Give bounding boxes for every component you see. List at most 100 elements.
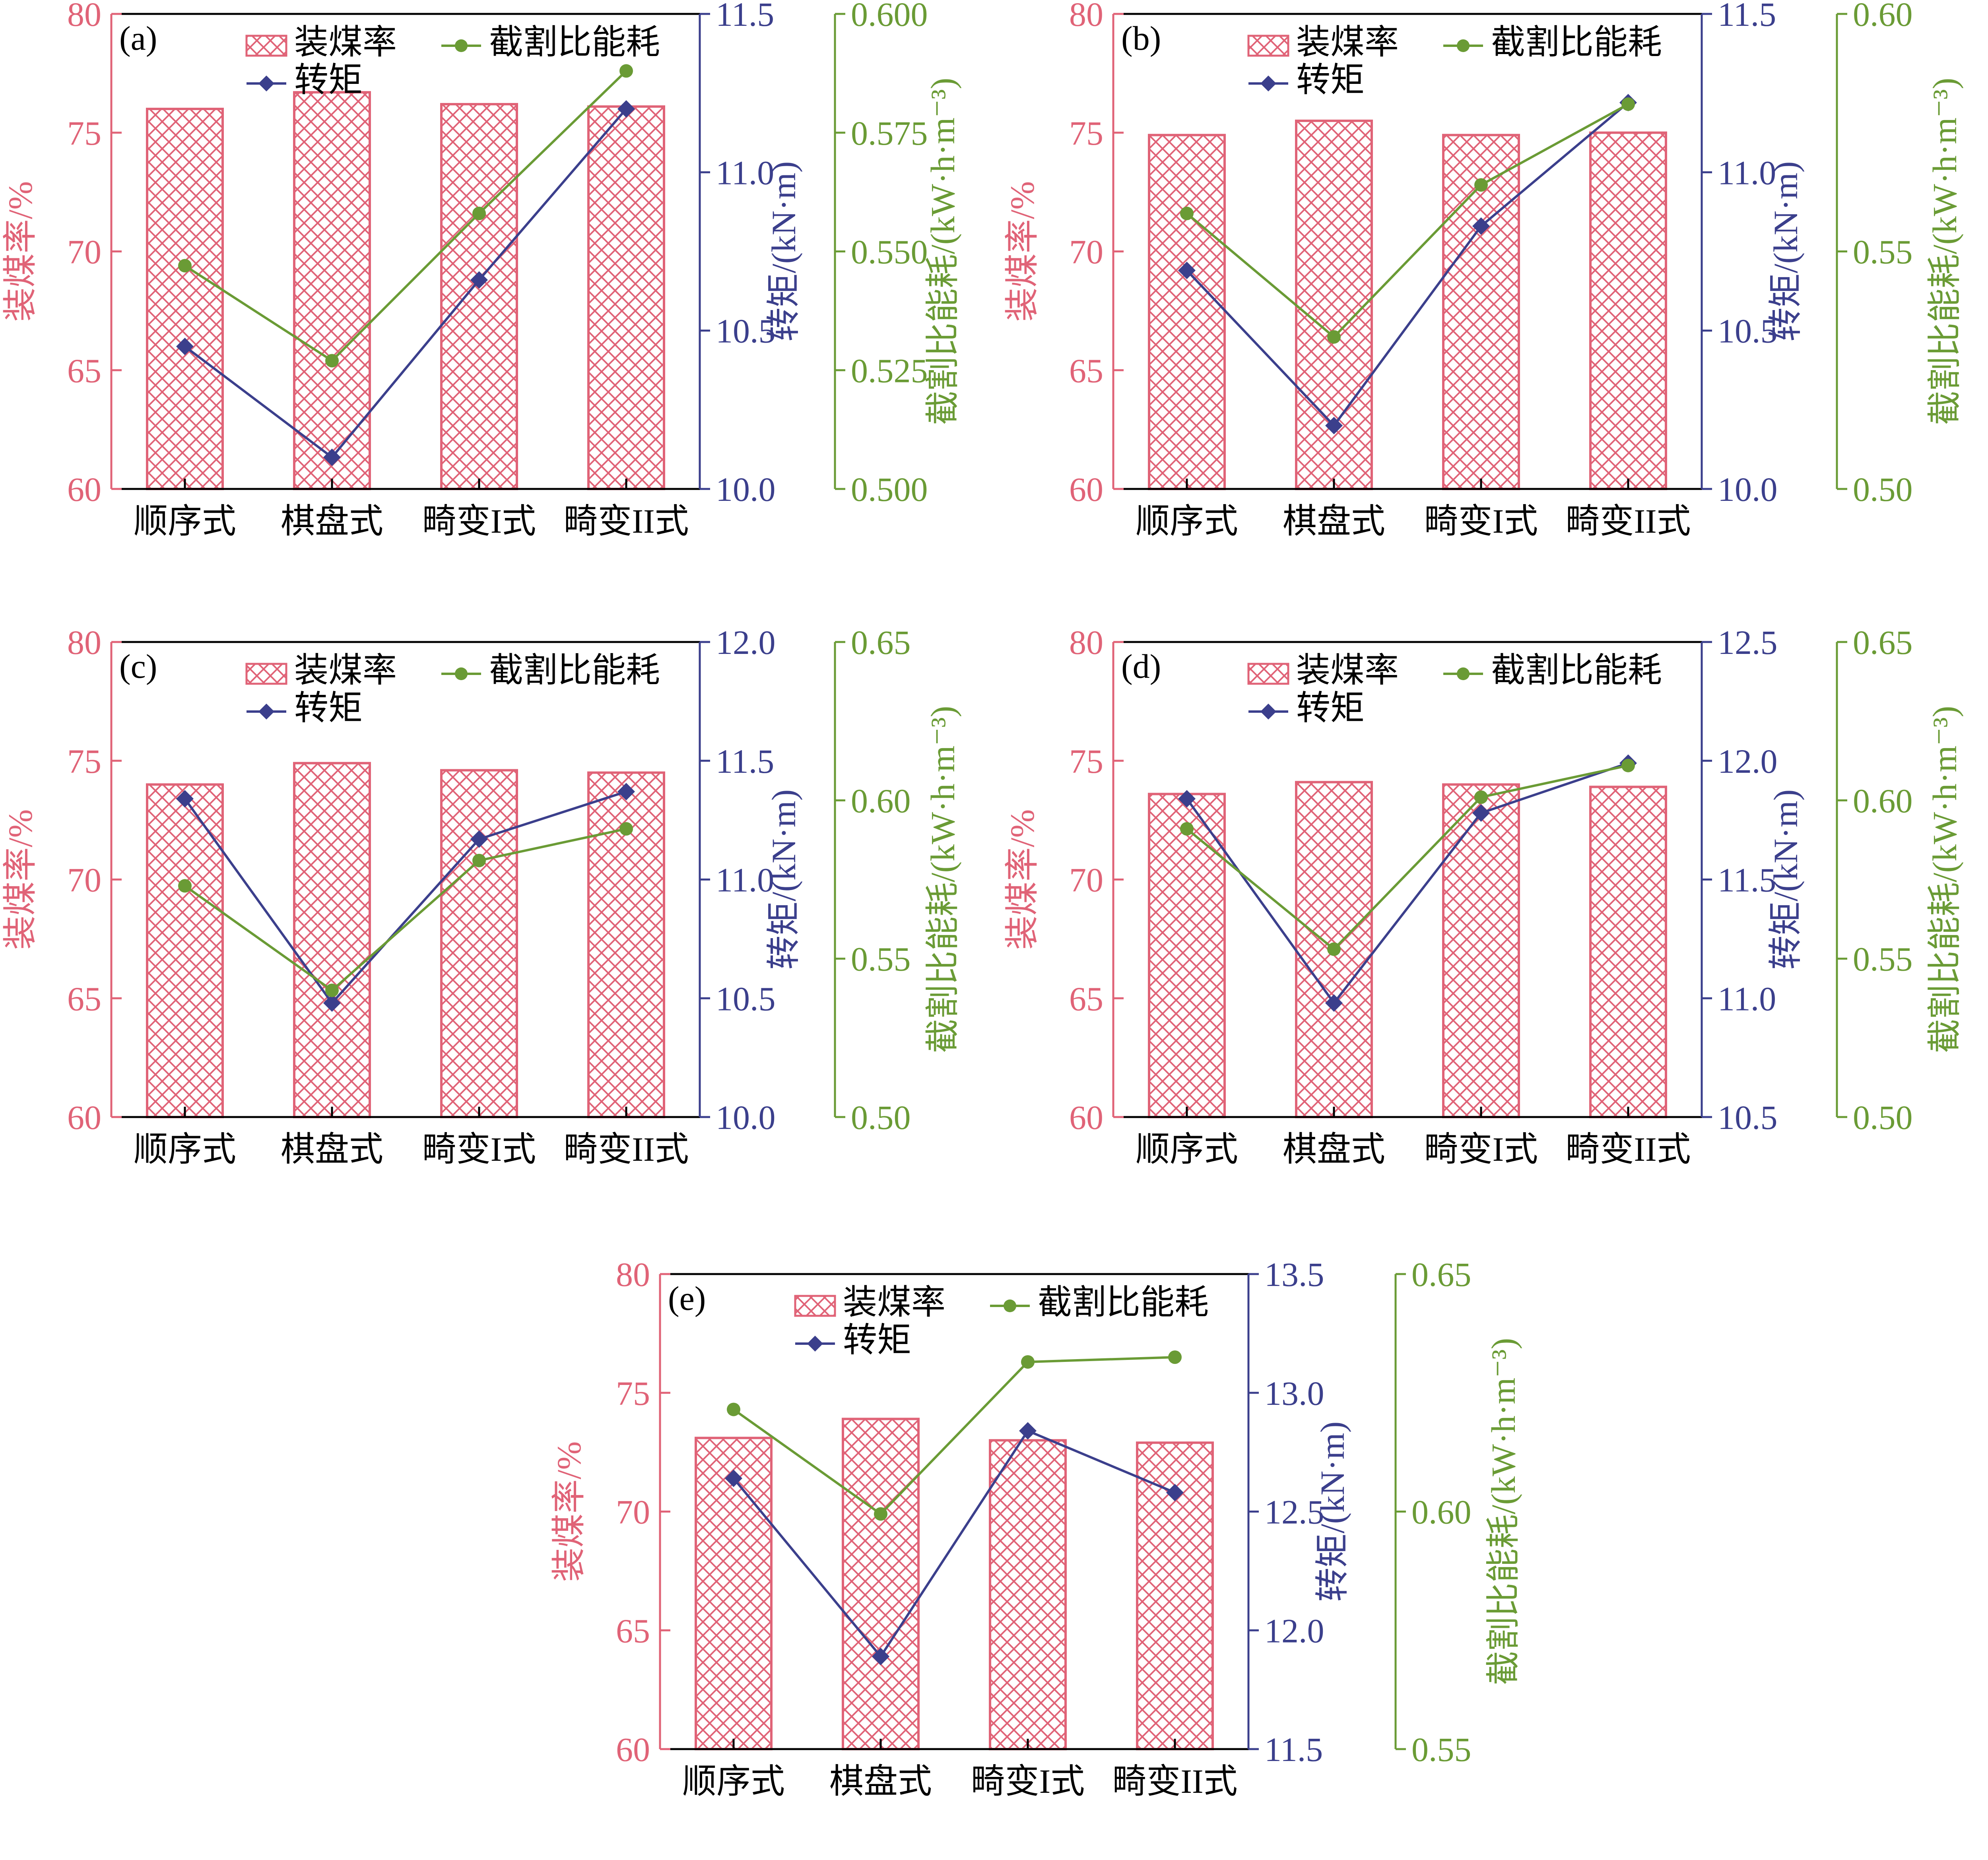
legend-label-energy: 截割比能耗 xyxy=(1491,651,1662,689)
point-energy xyxy=(1621,97,1635,111)
legend-label-torque: 转矩 xyxy=(1296,61,1365,99)
y-tick-label-right: 0.55 xyxy=(1853,233,1913,271)
legend-marker-energy xyxy=(455,39,468,52)
point-torque xyxy=(323,994,341,1012)
x-tick-label: 畸变I式 xyxy=(971,1762,1085,1800)
chart-panel-1: 顺序式 棋盘式 畸变I式 畸变II式 60 65 70 75 80 10.0 10.5 11.0 11.… xyxy=(1,0,962,540)
panel-label: (a) xyxy=(119,19,157,57)
y-axis-label-right: 截割比能耗/(kW·h·m⁻³) xyxy=(1926,706,1964,1053)
legend-swatch-coal xyxy=(1247,663,1289,685)
y-tick-label-mid: 12.5 xyxy=(1718,623,1778,661)
y-tick-label-right: 0.60 xyxy=(1411,1493,1472,1531)
y-axis-label-right: 截割比能耗/(kW·h·m⁻³) xyxy=(1926,78,1964,425)
y-tick-label-left: 80 xyxy=(1069,623,1103,661)
series-line-energy xyxy=(1186,764,1629,951)
x-tick-label: 畸变II式 xyxy=(1565,502,1691,540)
point-torque xyxy=(470,830,488,848)
point-torque xyxy=(323,448,341,466)
chart-panel-2: 顺序式 棋盘式 畸变I式 畸变II式 60 65 70 75 80 10.0 10.5 11.0 11.… xyxy=(1003,0,1964,540)
bar-coal-rate xyxy=(1442,134,1520,491)
legend-marker-energy xyxy=(455,667,468,680)
point-torque xyxy=(176,790,194,808)
point-energy xyxy=(1474,790,1488,804)
bar-coal-rate xyxy=(440,103,518,490)
series-line-energy xyxy=(733,1356,1175,1516)
legend-label-energy: 截割比能耗 xyxy=(489,651,660,689)
series-line-energy xyxy=(184,828,627,992)
legend-label-coal: 装煤率 xyxy=(843,1283,945,1321)
panel-label: (b) xyxy=(1121,19,1161,57)
bar-coal-rate xyxy=(293,762,371,1118)
x-tick-label: 顺序式 xyxy=(1136,1130,1238,1168)
point-energy xyxy=(1474,178,1488,192)
legend-label-coal: 装煤率 xyxy=(1296,651,1399,689)
y-tick-label-left: 80 xyxy=(67,0,101,33)
x-tick-label: 畸变II式 xyxy=(563,1130,689,1168)
y-tick-label-left: 75 xyxy=(616,1374,650,1412)
x-tick-label: 畸变II式 xyxy=(563,502,689,540)
y-tick-label-left: 70 xyxy=(1069,233,1103,271)
series-line-energy xyxy=(184,70,627,363)
y-tick-label-left: 65 xyxy=(67,351,101,390)
point-energy xyxy=(874,1507,887,1521)
y-axis-label-left: 装煤率/% xyxy=(1003,809,1041,950)
y-tick-label-left: 60 xyxy=(67,470,101,508)
legend-label-energy: 截割比能耗 xyxy=(1038,1283,1209,1321)
point-energy xyxy=(1180,206,1194,220)
y-tick-label-mid: 11.0 xyxy=(716,153,774,192)
y-tick-label-mid: 12.0 xyxy=(716,623,776,661)
bar-coal-rate xyxy=(989,1439,1067,1750)
x-tick-label: 畸变II式 xyxy=(1112,1762,1237,1800)
y-tick-label-left: 75 xyxy=(67,742,101,780)
x-tick-label: 畸变I式 xyxy=(422,1130,536,1168)
y-tick-label-left: 80 xyxy=(67,623,101,661)
x-tick-label: 畸变I式 xyxy=(422,502,536,540)
point-torque xyxy=(1019,1422,1037,1440)
point-energy xyxy=(1180,822,1194,836)
bar-coal-rate xyxy=(1589,131,1667,490)
x-tick-label: 棋盘式 xyxy=(281,1130,383,1168)
y-tick-label-left: 60 xyxy=(616,1730,650,1769)
point-energy xyxy=(178,259,192,273)
series-line-torque xyxy=(184,108,627,459)
y-tick-label-mid: 10.5 xyxy=(1718,312,1778,350)
y-tick-label-right: 0.575 xyxy=(851,114,928,152)
y-tick-label-mid: 12.0 xyxy=(1264,1612,1324,1650)
legend-label-torque: 转矩 xyxy=(1296,689,1365,727)
y-tick-label-mid: 11.5 xyxy=(1718,861,1776,899)
series-line-torque xyxy=(732,1429,1176,1659)
chart-panel-5: 顺序式 棋盘式 畸变I式 畸变II式 60 65 70 75 80 11.5 12.0 12.5 13.… xyxy=(550,1255,1522,1800)
bar-coal-rate xyxy=(293,91,371,491)
y-tick-label-mid: 10.5 xyxy=(716,312,776,350)
point-torque xyxy=(1325,417,1343,434)
y-tick-label-left: 70 xyxy=(67,861,101,899)
bar-coal-rate xyxy=(146,783,224,1118)
y-tick-label-mid: 11.0 xyxy=(1718,153,1776,192)
y-tick-label-right: 0.50 xyxy=(851,1098,911,1137)
point-energy xyxy=(325,983,339,997)
y-tick-label-mid: 10.0 xyxy=(1718,470,1778,508)
y-tick-label-left: 75 xyxy=(1069,742,1103,780)
panel-label: (c) xyxy=(119,647,157,685)
y-tick-label-right: 0.55 xyxy=(1411,1730,1472,1769)
point-energy xyxy=(472,853,486,867)
y-tick-label-right: 0.550 xyxy=(851,233,928,271)
legend-marker-energy xyxy=(1004,1299,1016,1312)
bar-coal-rate xyxy=(440,769,518,1118)
chart-panel-4: 顺序式 棋盘式 畸变I式 畸变II式 60 65 70 75 80 10.5 11.0 11.5 12.… xyxy=(1003,623,1964,1168)
y-tick-label-right: 0.65 xyxy=(851,623,911,661)
series-line-torque xyxy=(1186,762,1629,1005)
y-axis-label-mid: 转矩/(kN·m) xyxy=(1767,789,1805,970)
y-tick-label-left: 60 xyxy=(1069,470,1103,508)
point-energy xyxy=(1327,330,1341,344)
point-energy xyxy=(1168,1350,1182,1364)
legend-label-coal: 装煤率 xyxy=(1296,23,1399,61)
y-tick-label-mid: 11.5 xyxy=(716,0,774,33)
panel-label: (d) xyxy=(1121,647,1161,685)
y-tick-label-mid: 10.0 xyxy=(716,1098,776,1137)
legend-swatch-coal xyxy=(245,35,287,57)
point-energy xyxy=(727,1402,740,1416)
legend-swatch-coal xyxy=(245,663,287,685)
y-tick-label-right: 0.65 xyxy=(1853,623,1913,661)
y-tick-label-mid: 11.0 xyxy=(1718,979,1776,1018)
